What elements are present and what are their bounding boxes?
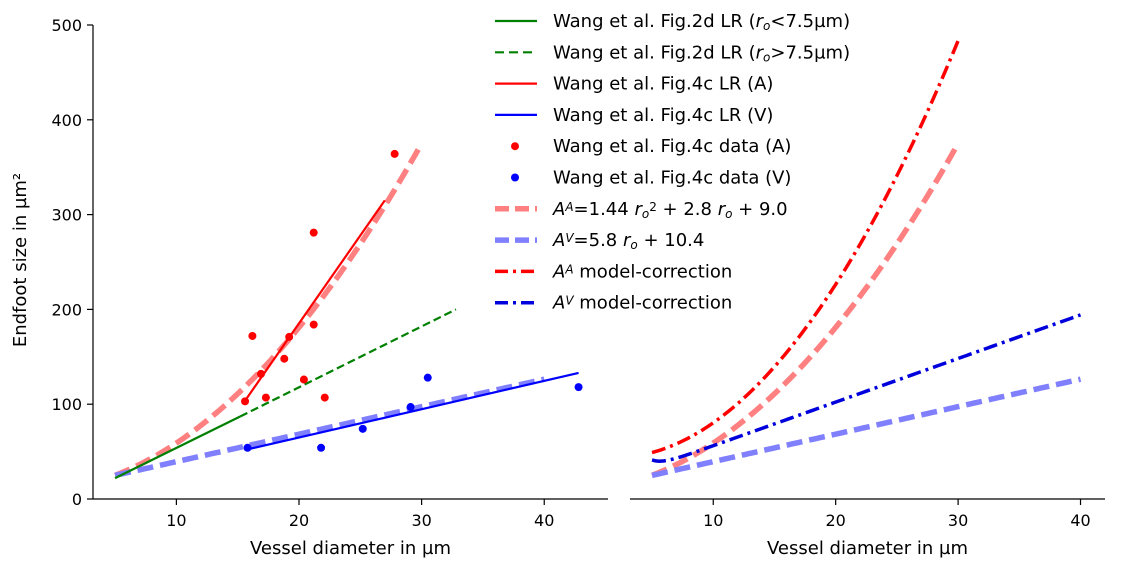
y-tick-label: 400 <box>51 111 82 130</box>
data-point-data_a <box>248 331 257 340</box>
x-tick-label: 30 <box>411 511 431 530</box>
series-line-corr_a <box>651 40 960 455</box>
legend-entry-wang2d_large: Wang et al. Fig.2d LR (ro>7.5µm) <box>495 42 850 64</box>
series-line-fit_a <box>114 142 425 478</box>
legend-label: Wang et al. Fig.2d LR (ro>7.5µm) <box>553 42 850 64</box>
legend-label: Wang et al. Fig.2d LR (ro<7.5µm) <box>553 11 850 33</box>
legend-label: AV model-correction <box>552 293 732 314</box>
y-tick-label: 0 <box>72 490 82 509</box>
series-layer <box>651 40 1082 479</box>
legend-entry-wang4c_a_lr: Wang et al. Fig.4c LR (A) <box>495 74 773 95</box>
legend-entry-wang4c_v_lr: Wang et al. Fig.4c LR (V) <box>495 105 773 126</box>
x-axis-label: Vessel diameter in µm <box>250 538 451 559</box>
data-point-data_a <box>390 149 399 158</box>
data-point-data_a <box>241 397 250 406</box>
x-tick-label: 30 <box>948 511 968 530</box>
data-point-data_a <box>285 332 294 341</box>
legend-entry-wang2d_small: Wang et al. Fig.2d LR (ro<7.5µm) <box>495 11 850 33</box>
x-tick-label: 10 <box>703 511 723 530</box>
y-axis-label: Endfoot size in µm² <box>10 173 31 347</box>
legend-entry-data_v: Wang et al. Fig.4c data (V) <box>511 168 791 189</box>
legend-label: Wang et al. Fig.4c data (A) <box>553 136 791 157</box>
legend-entry-corr_a: AA model-correction <box>495 261 732 282</box>
data-point-data_v <box>317 443 326 452</box>
series-line-fit_v <box>651 376 1082 479</box>
series-line-wang2d_large <box>239 308 457 418</box>
series-line-fit_a <box>651 142 961 478</box>
legend-label: Wang et al. Fig.4c data (V) <box>553 168 791 189</box>
legend-entry-corr_v: AV model-correction <box>495 293 732 314</box>
series-layer <box>114 142 583 480</box>
x-tick-label: 20 <box>289 511 309 530</box>
legend: Wang et al. Fig.2d LR (ro<7.5µm) Wang et … <box>495 11 850 314</box>
y-tick-label: 300 <box>51 206 82 225</box>
legend-entry-fit_v: AV=5.8 ro + 10.4 <box>495 230 704 252</box>
x-tick-label: 20 <box>825 511 845 530</box>
x-tick-label: 40 <box>1070 511 1090 530</box>
data-point-data_a <box>261 393 270 402</box>
legend-label: Wang et al. Fig.4c LR (V) <box>553 105 773 126</box>
x-tick-label: 40 <box>534 511 554 530</box>
data-point-data_v <box>574 383 583 392</box>
series-line-wang4c_a_lr <box>241 199 386 405</box>
data-point-data_a <box>299 375 308 384</box>
y-tick-label: 200 <box>51 300 82 319</box>
data-point-data_a <box>309 228 318 237</box>
x-axis-label: Vessel diameter in µm <box>767 538 968 559</box>
data-point-data_v <box>358 424 367 433</box>
legend-label: AV=5.8 ro + 10.4 <box>552 230 704 252</box>
data-point-data_v <box>406 403 415 412</box>
data-point-data_v <box>423 373 432 382</box>
legend-label: AA model-correction <box>552 261 732 282</box>
data-point-data_a <box>256 369 265 378</box>
y-tick-label: 100 <box>51 395 82 414</box>
data-point-data_a <box>320 393 329 402</box>
legend-marker <box>511 173 519 182</box>
y-tick-label: 500 <box>51 16 82 35</box>
data-point-data_a <box>280 354 289 363</box>
series-line-wang4c_v_lr <box>246 371 579 451</box>
legend-entry-data_a: Wang et al. Fig.4c data (A) <box>511 136 791 157</box>
series-line-fit_v <box>114 376 545 479</box>
data-point-data_v <box>243 443 252 452</box>
data-point-data_a <box>309 320 318 329</box>
right-panel: 10 20 30 40 Vessel diameter in µm <box>630 40 1105 559</box>
series-line-corr_v <box>651 313 1082 463</box>
legend-label: AA=1.44 ro2 + 2.8 ro + 9.0 <box>552 199 788 221</box>
series-line-wang2d_small <box>114 415 241 480</box>
legend-entry-fit_a: AA=1.44 ro2 + 2.8 ro + 9.0 <box>495 199 788 221</box>
legend-label: Wang et al. Fig.4c LR (A) <box>553 74 773 95</box>
x-tick-label: 10 <box>166 511 186 530</box>
legend-marker <box>511 142 519 151</box>
